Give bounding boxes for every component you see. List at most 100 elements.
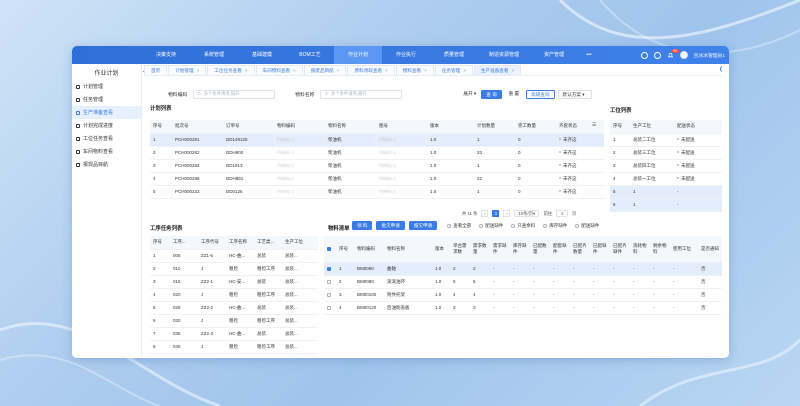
nav-item-modeling[interactable]: 基础建模 — [251, 52, 272, 58]
user-name[interactable]: 吕冰冰管理员1 — [693, 53, 725, 59]
table-row[interactable]: 4 PCH000286 DDH891 P9981-1 柴油机 P9981-1 1.0 22 0 未… — [150, 172, 604, 186]
table-row[interactable]: 1 总装二工位 未配送 — [610, 133, 722, 147]
tab-scrap[interactable]: 报废品目航 × — [303, 65, 347, 75]
close-icon[interactable]: × — [511, 68, 515, 73]
table-cell: - — [610, 262, 630, 276]
tab-task-manage[interactable]: 任务管理 × — [434, 65, 473, 75]
option-delivery-short-2[interactable]: 配送缺件 — [575, 223, 599, 229]
option-view-all[interactable]: 查看全部 — [447, 223, 471, 229]
table-row[interactable]: 2 总装三工位 未配送 — [610, 146, 722, 160]
table-row[interactable]: 1 005 ZZ1-6 HC-曲... 总装 总装... — [150, 249, 318, 263]
sidebar-item-production-prep[interactable]: 生产准备查看 — [72, 106, 141, 119]
close-icon[interactable]: × — [424, 68, 427, 73]
tab-production-prep[interactable]: 生产准备查看 × — [473, 65, 522, 75]
sidebar-item-workshop-material[interactable]: 车间物料查看 — [72, 145, 141, 158]
tab-plan-manage[interactable]: 计划管理 × — [168, 65, 207, 75]
table-row[interactable]: 5 PCH000333 DD0126 P9981-1 柴油机 P9981-1 1.0 1 0 未齐… — [150, 185, 604, 199]
tab-workshop-material[interactable]: 车间物料查看 × — [255, 65, 303, 75]
search-button[interactable]: 查 询 — [481, 89, 502, 99]
batch-shortage-button[interactable]: 批欠申请 — [376, 221, 405, 230]
bell-icon[interactable]: 99 — [667, 48, 679, 59]
goto-page-input[interactable]: 1 — [556, 210, 569, 217]
tab-material-view[interactable]: 物料查看 × — [395, 65, 434, 75]
table-row[interactable]: 4 020 J 粗检 粗检工序 总装... — [150, 288, 318, 302]
table-cell: 总装... — [282, 314, 318, 328]
table-row[interactable]: 3 总装四工位 未配送 — [610, 159, 722, 173]
station-table-header: 序号 生产工位 配送状态 — [610, 120, 722, 134]
close-icon[interactable]: × — [196, 68, 200, 73]
table-row[interactable]: 6 030 J 粗检 粗检工序 总装... — [150, 314, 318, 328]
table-row[interactable]: 5 025 ZZ2-2 HC-曲... 总装 总装... — [150, 301, 318, 315]
table-row[interactable]: 2 010 J 粗检 粗检工序 总装... — [150, 262, 318, 276]
table-row[interactable]: 1 BM0060 曲轴 1.0 2 2- - - - - - - - - - 否 — [324, 262, 722, 276]
table-row[interactable]: 7 035 ZZ2-3 HC-曲... 总装 总装... — [150, 327, 318, 341]
table-row[interactable]: 2 BM0080 滚滚油环 1.0 5 5- - - - - - - - - - 否 — [324, 275, 722, 289]
page-size-select[interactable]: 10条/页 ▾ — [514, 210, 540, 217]
nav-item-asset[interactable]: 资产管理 — [543, 52, 564, 58]
column-header: 库存缺件 — [510, 236, 530, 263]
tab-station-task[interactable]: 工位任务查看 × — [207, 65, 255, 75]
nav-item-decision[interactable]: 决策支持 — [155, 52, 176, 58]
table-row[interactable]: 3 015 ZZ2-1 HC-安... 总装 总装... — [150, 275, 318, 289]
advanced-search-button[interactable]: 高级查询 — [526, 89, 555, 99]
expand-toggle[interactable]: 展开 ▾ — [463, 91, 477, 96]
option-stock-short[interactable]: 库存缺件 — [543, 223, 567, 229]
close-icon[interactable]: × — [293, 68, 296, 73]
table-row[interactable]: 1 PCH000281 DD149125 P9981-1 柴油机 P9981-1 1.0 1 0… — [150, 133, 604, 147]
filter-label-name: 物料名称 — [295, 92, 315, 98]
reset-button[interactable]: 重 置 — [504, 89, 524, 99]
sidebar-item-scrap[interactable]: 报现品目航 — [72, 158, 141, 171]
select-all-checkbox[interactable] — [324, 236, 336, 263]
plan-table-wrap: 序号 批次号 订单号 物料编码 物料名称 图号 版本 计划数量 完工数量 齐套状态 1 PCH000… — [150, 120, 604, 210]
pick-material-button[interactable]: 领 料 — [352, 221, 373, 230]
close-icon[interactable]: × — [385, 68, 388, 73]
sidebar-item-plan-progress[interactable]: 计划完成进度 — [72, 119, 141, 132]
tab-home[interactable]: 首页 — [144, 65, 168, 75]
table-cell: 3 — [336, 288, 354, 302]
table-row[interactable]: 4 BM00120 后油削盖板 1.0 3 3- - - - - - - - - - 否 — [324, 301, 722, 315]
sidebar-item-task-manage[interactable]: 任务管理 — [72, 93, 141, 106]
table-cell: P9981-1 — [274, 146, 325, 160]
option-remaining[interactable]: 只查余料 — [511, 223, 535, 229]
table-row[interactable]: 2 PCH000282 DDH900 P9981-1 柴油机 P9981-1 1.0 33 0 未… — [150, 146, 604, 160]
prev-page-button[interactable]: ‹ — [481, 210, 489, 217]
row-checkbox[interactable] — [324, 288, 336, 302]
table-cell: 5 — [150, 185, 172, 199]
sidebar-item-station-task[interactable]: 工位任务查看 — [72, 132, 141, 145]
nav-item-quality[interactable]: 质量管理 — [443, 52, 464, 58]
sidebar-item-plan-manage[interactable]: 计划管理 — [72, 80, 141, 93]
table-row[interactable]: 8 040 J 粗检 粗检工序 总装... — [150, 340, 318, 354]
page-number[interactable]: 1 — [492, 210, 500, 217]
table-cell: 未齐这 — [556, 172, 604, 186]
avatar[interactable] — [679, 51, 688, 59]
row-checkbox[interactable] — [324, 262, 336, 276]
row-checkbox[interactable] — [324, 301, 336, 315]
nav-item-bom[interactable]: BOM工艺 — [299, 52, 321, 58]
settings-icon[interactable] — [653, 51, 661, 59]
column-settings-icon[interactable]: ☰ — [592, 122, 597, 128]
table-row[interactable]: 4 总装一工位 未配送 — [610, 172, 722, 186]
nav-item-system[interactable]: 系统管理 — [203, 52, 224, 58]
table-row[interactable]: 3 PCH000284 DD1913 P9981-1 柴油机 P9981-1 1.0 1 0 未齐… — [150, 159, 604, 173]
scheme-select[interactable]: 默认方案 ▾ — [557, 89, 592, 99]
nav-item-resource[interactable]: 制造资源管理 — [488, 52, 519, 58]
row-checkbox[interactable] — [324, 275, 336, 289]
nav-item-execution[interactable]: 作业执行 — [395, 52, 416, 58]
nav-more-button[interactable]: ••• — [586, 52, 592, 58]
column-header: 物料名称 — [384, 236, 432, 263]
tab-material-pickup[interactable]: 原料领取查看 × — [347, 65, 395, 75]
close-icon[interactable]: × — [463, 68, 466, 73]
search-icon[interactable] — [640, 51, 648, 59]
table-cell: 2 — [610, 146, 630, 160]
table-row[interactable]: 3 BM00100 附件托架 1.0 4 4- - - - - - - - - - 否 — [324, 288, 722, 302]
close-icon[interactable]: × — [244, 68, 248, 73]
next-page-button[interactable]: › — [503, 210, 511, 217]
option-delivery-short[interactable]: 配送缺件 — [479, 223, 503, 229]
material-code-input[interactable]: ⊃ 多个条件请用,隔开 — [193, 89, 276, 99]
nav-item-plan[interactable]: 作业计划 — [334, 46, 382, 64]
close-icon[interactable]: × — [336, 68, 340, 73]
report-shortage-button[interactable]: 报欠申请 — [408, 221, 438, 230]
material-name-input[interactable]: ⊃ 多个条件请用,隔开 — [320, 89, 403, 99]
